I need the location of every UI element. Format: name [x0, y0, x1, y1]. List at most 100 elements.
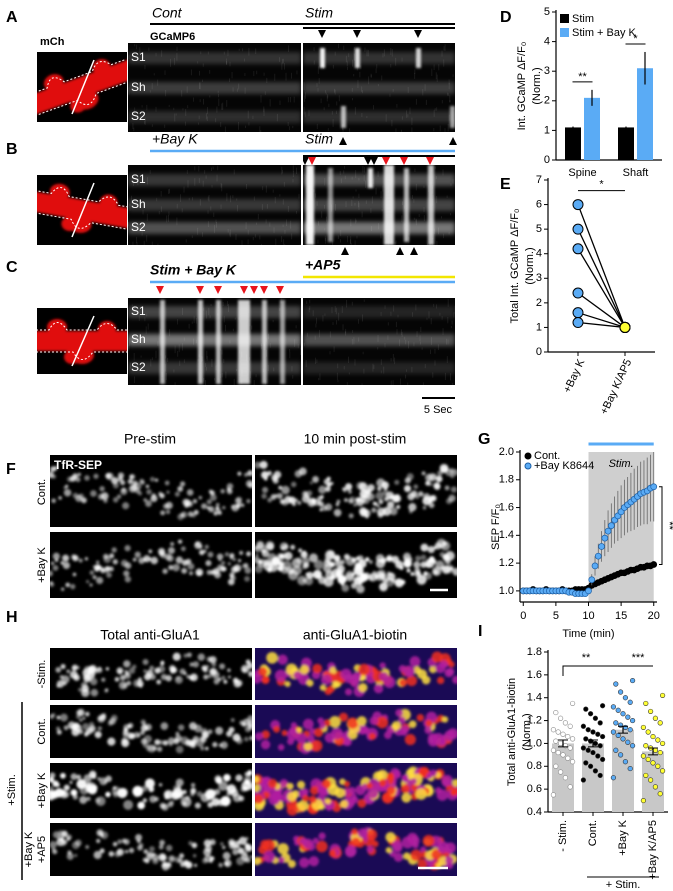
event-marker	[410, 247, 418, 255]
punctum	[305, 572, 309, 576]
data-point	[590, 729, 596, 735]
noise	[396, 103, 398, 108]
punctum	[120, 559, 128, 567]
punctum	[220, 565, 226, 572]
punctum	[196, 791, 203, 797]
noise	[355, 170, 357, 178]
noise	[380, 312, 382, 317]
punctum	[205, 746, 209, 751]
punctum	[343, 780, 351, 788]
noise	[233, 378, 235, 385]
event-marker	[426, 157, 434, 165]
bar	[584, 97, 600, 160]
noise	[234, 317, 236, 320]
data-point	[572, 243, 584, 255]
punctum	[401, 725, 410, 734]
noise	[423, 215, 425, 222]
punctum	[290, 544, 296, 550]
punctum	[56, 729, 62, 735]
noise	[272, 319, 274, 323]
noise	[174, 345, 176, 354]
data-point	[601, 534, 609, 542]
noise	[424, 364, 426, 369]
punctum	[132, 557, 137, 562]
punctum	[123, 838, 130, 845]
noise	[448, 232, 450, 235]
noise	[317, 88, 319, 92]
noise	[136, 236, 138, 244]
group-label: +Stim.	[6, 774, 18, 805]
noise	[202, 232, 204, 237]
noise	[385, 114, 387, 122]
legend-label: Stim	[572, 13, 594, 25]
punctum	[350, 582, 358, 589]
punctum	[127, 478, 134, 485]
noise	[282, 199, 284, 205]
noise	[316, 123, 318, 130]
punctum	[358, 559, 367, 568]
punctum	[211, 797, 220, 807]
noise	[214, 378, 216, 381]
punctum	[207, 551, 214, 558]
y-axis-label: SEP F/F₀	[490, 504, 502, 550]
y-tick-label: 4	[536, 248, 542, 260]
punctum	[255, 784, 261, 793]
noise	[346, 299, 348, 308]
punctum	[217, 677, 222, 682]
noise	[292, 171, 294, 178]
noise	[338, 43, 340, 49]
noise	[210, 304, 212, 307]
row-band	[303, 199, 455, 211]
punctum	[381, 481, 389, 490]
noise	[298, 193, 300, 199]
punctum	[227, 578, 235, 586]
noise	[166, 215, 168, 223]
panel-label: C	[6, 259, 18, 276]
punctum	[238, 836, 247, 845]
punctum	[149, 476, 155, 482]
micrograph	[255, 455, 457, 527]
punctum	[366, 829, 378, 841]
noise	[209, 315, 211, 319]
noise	[230, 195, 232, 203]
noise	[225, 371, 227, 379]
punctum	[229, 553, 235, 559]
noise	[345, 55, 347, 63]
noise	[433, 127, 435, 132]
row-label: +Bay K	[36, 772, 48, 808]
punctum	[194, 541, 202, 550]
noise	[133, 305, 135, 314]
noise	[291, 366, 293, 372]
punctum	[306, 490, 313, 497]
data-point	[627, 699, 633, 705]
data-point	[569, 736, 576, 742]
noise	[345, 201, 347, 208]
noise	[435, 304, 437, 309]
punctum	[277, 843, 289, 855]
punctum	[308, 795, 317, 804]
noise	[358, 178, 360, 181]
noise	[177, 319, 179, 325]
noise	[397, 314, 399, 318]
noise	[401, 57, 403, 62]
significance-label: **	[578, 71, 587, 83]
noise	[139, 47, 141, 55]
noise	[283, 239, 285, 245]
noise	[401, 201, 403, 206]
noise	[279, 100, 281, 105]
punctum	[146, 852, 154, 861]
punctum	[143, 555, 151, 563]
punctum	[313, 559, 324, 570]
punctum	[97, 666, 102, 671]
punctum	[239, 550, 244, 555]
punctum	[450, 486, 457, 493]
noise	[444, 372, 446, 381]
punctum	[127, 722, 134, 729]
punctum	[95, 796, 106, 807]
punctum	[215, 506, 220, 511]
noise	[265, 219, 267, 224]
punctum	[187, 563, 195, 570]
punctum	[72, 572, 77, 577]
noise	[174, 382, 176, 385]
punctum	[244, 575, 250, 582]
